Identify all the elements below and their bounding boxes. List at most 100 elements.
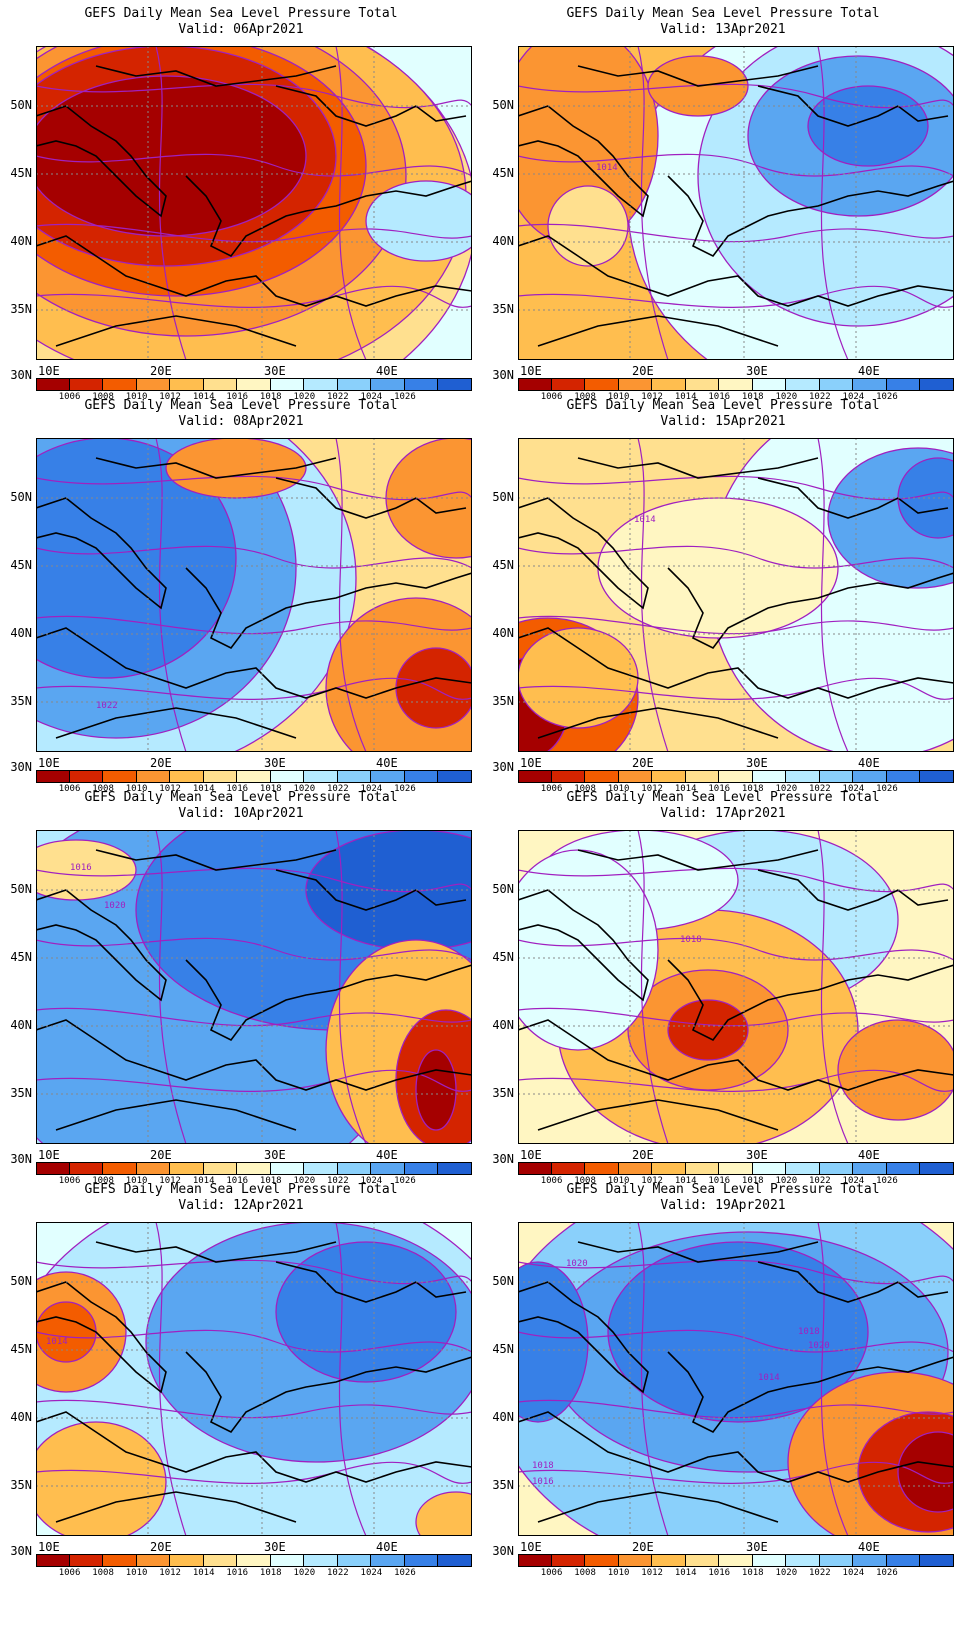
isobar-line <box>335 830 367 1144</box>
colorbar-level-label: 1008 <box>92 392 114 402</box>
colorbar-swatch <box>36 1162 70 1175</box>
longitude-tick-label: 20E <box>150 1540 172 1554</box>
longitude-tick-label: 40E <box>858 756 880 770</box>
coastline <box>36 1281 167 1394</box>
isobar-line <box>518 1399 954 1419</box>
longitude-tick-label: 40E <box>376 756 398 770</box>
colorbar-swatch <box>203 378 238 391</box>
colorbar-swatch <box>518 1554 552 1567</box>
latitude-tick-label: 40N <box>492 1410 514 1424</box>
colorbar-swatch <box>371 1554 405 1567</box>
coastline <box>275 1261 467 1303</box>
colorbar-swatch <box>36 378 70 391</box>
colorbar-level-label: 1014 <box>674 392 697 402</box>
isobar-line <box>335 46 367 360</box>
colorbar: 1006 1008 1010 1012 1014 1016 1018 1020 1022 1024… <box>36 770 472 794</box>
colorbar-level-label: 1018 <box>259 784 282 794</box>
colorbar-level-label: 1024 <box>842 392 865 402</box>
panel-title: GEFS Daily Mean Sea Level Pressure Total <box>566 790 880 805</box>
colorbar-level-label: 1016 <box>708 392 731 402</box>
coastline <box>275 477 467 519</box>
longitude-tick-label: 30E <box>746 756 768 770</box>
latitude-tick-label: 40N <box>10 234 32 248</box>
longitude-tick-label: 10E <box>38 1148 60 1162</box>
longitude-tick-label: 10E <box>520 1540 542 1554</box>
colorbar-level-label: 1020 <box>775 784 798 794</box>
colorbar-level-label: 1020 <box>293 784 316 794</box>
colorbar-level-label: 1010 <box>607 392 630 402</box>
panel-title: GEFS Daily Mean Sea Level Pressure Total <box>566 398 880 413</box>
colorbar-swatch <box>103 378 137 391</box>
map-frame <box>518 830 954 1144</box>
isobar-line <box>36 475 472 501</box>
panel-valid-date: Valid: 17Apr2021 <box>660 806 786 821</box>
longitude-tick-label: 20E <box>150 1148 172 1162</box>
colorbar-swatch <box>203 1162 238 1175</box>
latitude-tick-label: 45N <box>492 1342 514 1356</box>
colorbar-level-label: 1014 <box>192 1176 215 1186</box>
colorbar-swatch <box>886 1554 921 1567</box>
pressure-region <box>275 1241 457 1383</box>
coastline <box>667 959 954 1042</box>
colorbar-swatch <box>136 1162 171 1175</box>
colorbar-level-label: 1018 <box>259 392 282 402</box>
colorbar-level-label: 1020 <box>293 1176 316 1186</box>
colorbar: 1006 1008 1010 1012 1014 1016 1018 1020 1022 1024… <box>518 770 954 794</box>
colorbar-swatch <box>786 378 820 391</box>
isobar-value-label: 1018 <box>680 935 702 945</box>
colorbar-level-label: 1022 <box>327 1568 349 1578</box>
colorbar-swatch <box>518 770 552 783</box>
colorbar-swatch <box>270 1554 305 1567</box>
coastline <box>667 1351 954 1434</box>
colorbar-swatch <box>518 378 552 391</box>
isobar-line <box>155 46 187 360</box>
longitude-tick-label: 20E <box>150 364 172 378</box>
colorbar-level-label: 1014 <box>192 784 215 794</box>
colorbar-swatch <box>886 770 921 783</box>
colorbar-swatch <box>819 1554 854 1567</box>
longitude-tick-label: 10E <box>520 1148 542 1162</box>
latitude-tick-label: 40N <box>10 1410 32 1424</box>
map-panel: GEFS Daily Mean Sea Level Pressure Total… <box>0 392 482 802</box>
latitude-tick-label: 35N <box>492 1086 514 1100</box>
longitude-tick-label: 40E <box>376 1540 398 1554</box>
coastline <box>537 315 779 347</box>
isobar-line <box>518 677 954 700</box>
isobar-line <box>817 438 849 752</box>
colorbar-level-label: 1024 <box>360 1568 383 1578</box>
colorbar-level-label: 1022 <box>327 1176 349 1186</box>
colorbar: 1006 1008 1010 1012 1014 1016 1018 1020 1022 1024… <box>518 1554 954 1578</box>
colorbar-level-label: 1010 <box>125 1568 148 1578</box>
longitude-tick-label: 30E <box>264 1148 286 1162</box>
map-panel: GEFS Daily Mean Sea Level Pressure Total… <box>0 784 482 1194</box>
longitude-tick-label: 30E <box>264 756 286 770</box>
coastline <box>537 1491 779 1523</box>
colorbar-swatch <box>404 1162 439 1175</box>
longitude-tick-label: 20E <box>632 1148 654 1162</box>
colorbar-swatch <box>304 378 338 391</box>
latitude-tick-label: 45N <box>10 1342 32 1356</box>
colorbar-level-label: 1026 <box>876 1568 898 1578</box>
isobar-line <box>155 1222 187 1536</box>
pressure-region <box>897 1431 954 1513</box>
colorbar-level-label: 1014 <box>674 1568 697 1578</box>
colorbar-level-label: 1010 <box>125 392 148 402</box>
colorbar-swatch <box>853 1554 887 1567</box>
colorbar-level-label: 1024 <box>360 392 383 402</box>
colorbar-swatch <box>136 770 171 783</box>
isobar-value-label: 1020 <box>104 901 126 911</box>
colorbar-swatch <box>585 378 619 391</box>
colorbar-level-label: 1008 <box>92 1568 114 1578</box>
isobar-line <box>155 438 187 752</box>
coastline <box>518 105 649 218</box>
longitude-tick-label: 10E <box>520 364 542 378</box>
coastline <box>518 235 954 307</box>
colorbar-swatch <box>585 770 619 783</box>
colorbar: 1006 1008 1010 1012 1014 1016 1018 1020 1022 1024… <box>36 1162 472 1186</box>
isobar-line <box>36 285 472 308</box>
panel-title: GEFS Daily Mean Sea Level Pressure Total <box>84 398 398 413</box>
isobar-line <box>36 867 472 893</box>
colorbar-swatch <box>237 1162 271 1175</box>
colorbar-swatch <box>203 770 238 783</box>
colorbar-level-label: 1018 <box>741 1568 764 1578</box>
